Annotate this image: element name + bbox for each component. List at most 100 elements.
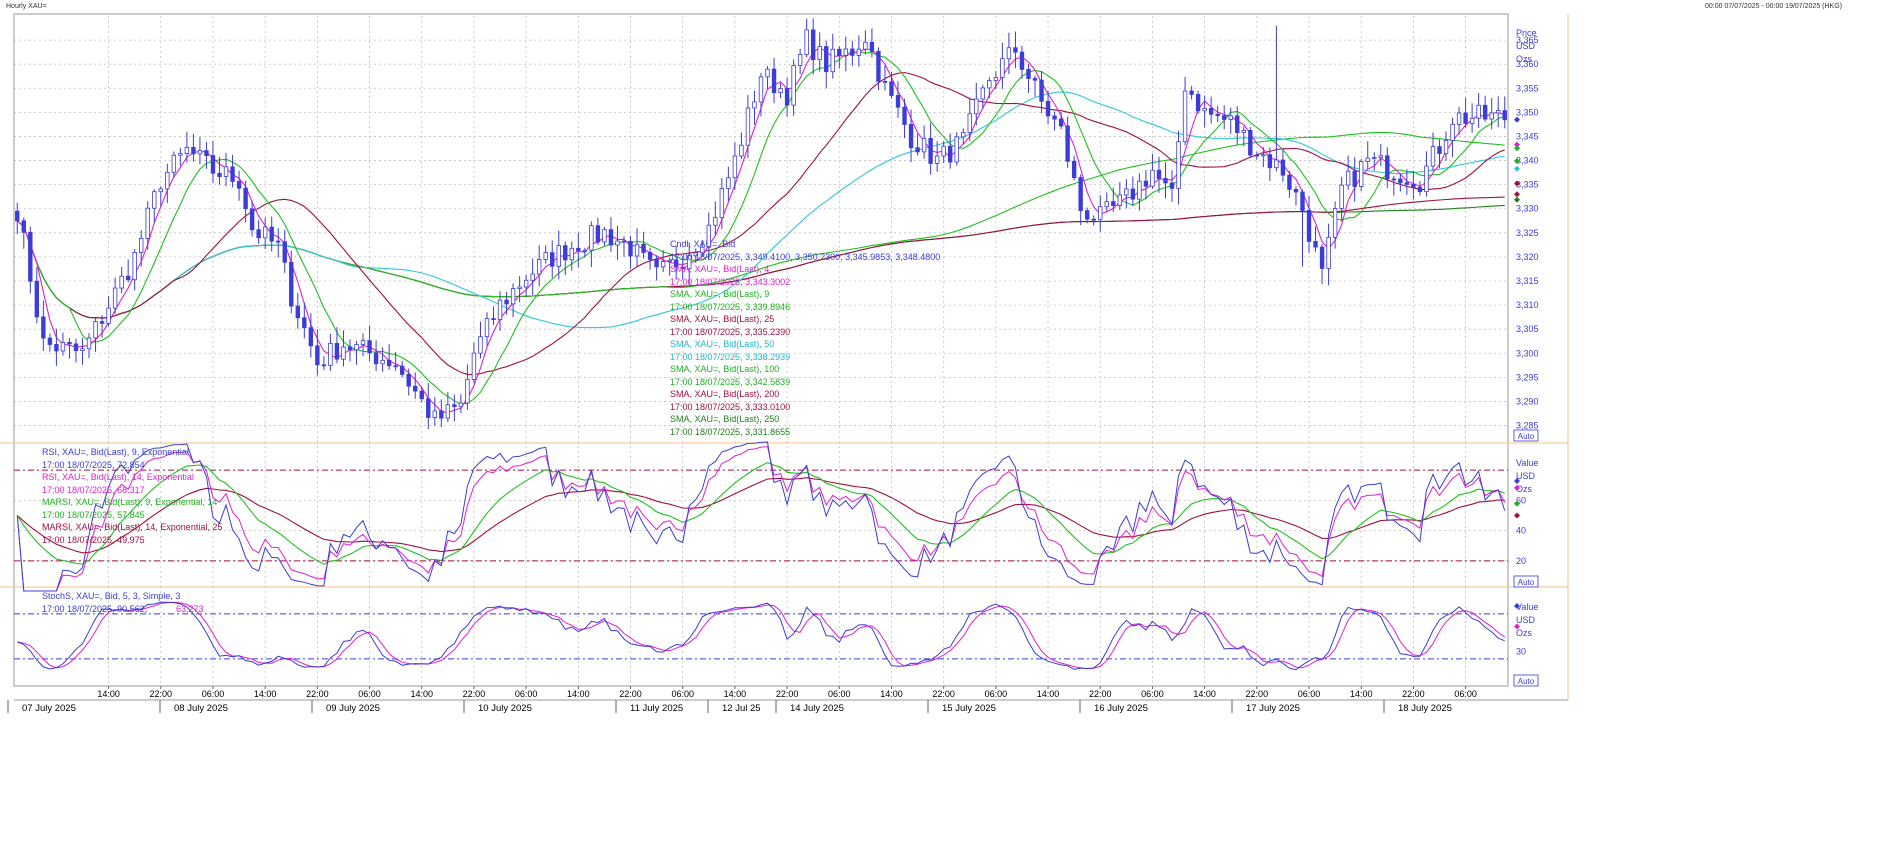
candle-body [21, 220, 26, 233]
candle-body [413, 385, 418, 392]
candle-body [1248, 130, 1253, 156]
candle-body [34, 280, 40, 318]
candle-body [393, 365, 398, 368]
candle-body [262, 226, 268, 239]
candle-body [621, 240, 627, 243]
candle-body [693, 252, 698, 257]
rsi-9-line [16, 441, 1506, 592]
candle-body [647, 252, 653, 260]
candle-body [1189, 90, 1194, 95]
stoch-auto-button[interactable] [1513, 674, 1539, 687]
price-tick-label: 3,295 [1516, 372, 1539, 382]
candle-body [1280, 159, 1286, 176]
candle-body [993, 77, 999, 81]
last-value-markers [1514, 116, 1520, 630]
time-tick-label: 14:00 [410, 689, 433, 699]
candle-body [41, 316, 46, 339]
candle-body [791, 65, 796, 106]
reference-lines [14, 469, 1508, 660]
candle-body [673, 259, 679, 268]
candle-body [700, 246, 705, 254]
candle-body [1496, 110, 1501, 114]
candle-body [1300, 191, 1305, 211]
candle-body [706, 224, 712, 248]
window-titlebar: Hourly XAU= 00:00 07/07/2025 - 00:00 19/… [0, 0, 1882, 14]
price-auto-button-label: Auto [1518, 432, 1535, 441]
candle-body [302, 317, 307, 329]
candle-body [1019, 51, 1025, 70]
candle-body [680, 266, 685, 270]
candle-body [458, 402, 464, 408]
candle-body [1463, 112, 1468, 124]
price-legend-name: SMA, XAU=, Bid(Last), 50 [670, 339, 774, 349]
candle-body [406, 373, 411, 387]
candle-body [1372, 157, 1377, 159]
rsi-legend-value: 17:00 18/07/2025, 57.845 [42, 510, 145, 520]
candle-body [1085, 210, 1090, 220]
rsi-14-line [16, 446, 1506, 592]
candle-body [1195, 93, 1201, 112]
time-tick-label: 06:00 [671, 689, 694, 699]
candle-body [660, 261, 666, 268]
last-value-marker [1514, 145, 1520, 152]
time-tick-label: 14:00 [567, 689, 590, 699]
candle-body [1215, 113, 1220, 117]
rsi-axis-title: Value [1516, 458, 1538, 468]
last-value-marker [1514, 477, 1520, 484]
candle-body [1026, 68, 1031, 79]
price-auto-button[interactable] [1513, 429, 1539, 442]
candle-body [536, 259, 542, 275]
candle-body [1345, 170, 1351, 186]
time-tick-label: 14:00 [724, 689, 747, 699]
price-legend-value: 17:00 18/07/2025, 3,335.2390 [670, 327, 790, 337]
stoch-axis-title: Ozs [1516, 628, 1533, 638]
date-label: 17 July 2025 [1246, 703, 1300, 714]
price-legend-name: SMA, XAU=, Bid(Last), 100 [670, 364, 779, 374]
candle-body [856, 48, 862, 56]
candle-body [315, 345, 320, 366]
candle-body [1091, 218, 1096, 221]
candle-body [967, 113, 972, 133]
time-tick-label: 22:00 [619, 689, 642, 699]
price-legend-name: Cndl, XAU=, Bid [670, 239, 735, 249]
candle-body [1359, 161, 1364, 187]
time-tick-label: 06:00 [202, 689, 225, 699]
candle-body [732, 155, 738, 179]
candle-body [191, 147, 196, 155]
candle-body [745, 107, 751, 146]
candle-body [987, 80, 992, 89]
rsi-legend-value: 17:00 18/07/2025, 68.317 [42, 485, 145, 495]
candle-body [432, 410, 437, 418]
candle-body [367, 340, 372, 354]
candle-body [1293, 188, 1299, 193]
candle-body [1169, 182, 1175, 189]
date-label: 08 July 2025 [174, 703, 228, 714]
candle-body [380, 359, 385, 365]
stoch-tick-label: 30 [1516, 646, 1526, 656]
candle-body [334, 343, 340, 360]
candle-body [817, 46, 822, 61]
candle-body [1502, 110, 1507, 121]
candle-body [837, 48, 842, 56]
rsi-auto-button[interactable] [1513, 575, 1539, 588]
plot-area-border [13, 13, 1509, 687]
price-legend-value: 17:00 18/07/2025, 3,343.3002 [670, 277, 790, 287]
candle-body [1385, 155, 1390, 180]
candle-body [171, 154, 177, 173]
time-tick-label: 06:00 [1454, 689, 1477, 699]
price-tick-label: 3,300 [1516, 348, 1539, 358]
candle-body [980, 87, 986, 100]
panel-frames [0, 13, 1569, 701]
candle-body [719, 188, 725, 219]
candle-body [197, 150, 203, 155]
candle-body [1071, 160, 1077, 179]
candle-body [1411, 184, 1416, 188]
candle-body [882, 80, 888, 83]
candle-body [1039, 79, 1044, 102]
candle-body [1052, 115, 1057, 120]
candle-body [608, 229, 614, 246]
time-tick-label: 14:00 [1037, 689, 1060, 699]
candle-body [595, 225, 601, 243]
candle-body [1326, 236, 1331, 269]
